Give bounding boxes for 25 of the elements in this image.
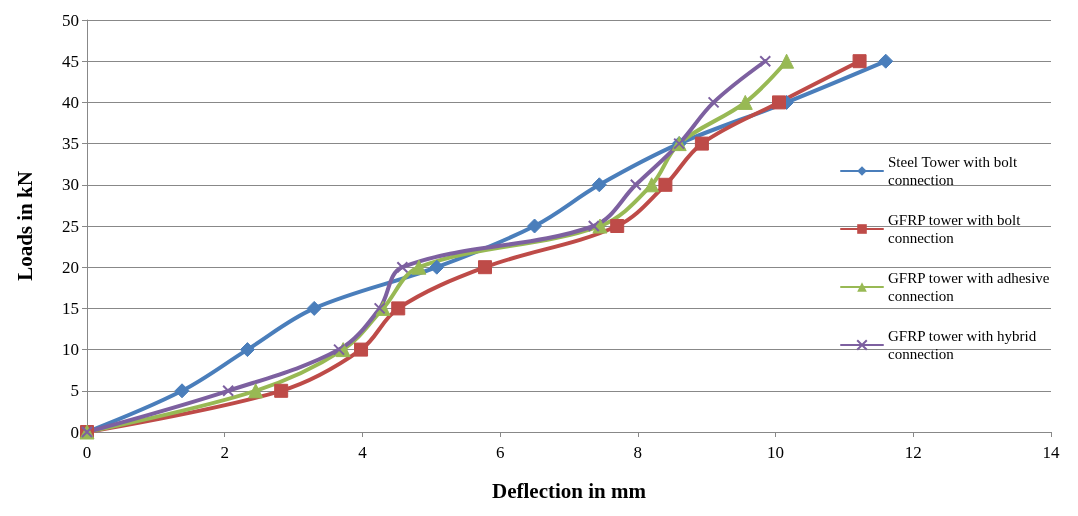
- x-tick-label: 0: [82, 443, 92, 462]
- y-tick-label: 45: [62, 51, 79, 71]
- legend-label: Steel Tower with bolt connection: [888, 154, 1021, 188]
- x-tick-label: 4: [358, 443, 368, 462]
- y-tick-label: 15: [62, 298, 79, 318]
- x-tick-label: 6: [495, 443, 505, 462]
- y-tick-label: 35: [62, 134, 79, 154]
- legend-label: GFRP tower with adhesive connection: [888, 270, 1054, 304]
- x-tick-label: 10: [767, 443, 785, 462]
- x-axis-title: Deflection in mm: [492, 478, 647, 503]
- y-tick-label: 30: [62, 175, 79, 195]
- legend-label: GFRP tower with bolt connection: [888, 212, 1025, 246]
- legend-label: GFRP tower with hybrid connection: [888, 328, 1040, 362]
- x-tick-label: 14: [1042, 443, 1060, 462]
- y-tick-label: 0: [70, 422, 79, 442]
- y-tick-label: 40: [62, 92, 79, 112]
- y-tick-label: 10: [62, 340, 79, 360]
- x-tick-label: 12: [904, 443, 922, 462]
- y-tick-label: 25: [62, 216, 79, 236]
- x-tick-label: 8: [633, 443, 643, 462]
- x-tick-label: 2: [220, 443, 229, 462]
- y-tick-label: 20: [62, 257, 79, 277]
- y-tick-label: 5: [70, 381, 79, 401]
- y-axis-title: Loads in kN: [12, 171, 37, 281]
- y-tick-label: 50: [62, 10, 79, 30]
